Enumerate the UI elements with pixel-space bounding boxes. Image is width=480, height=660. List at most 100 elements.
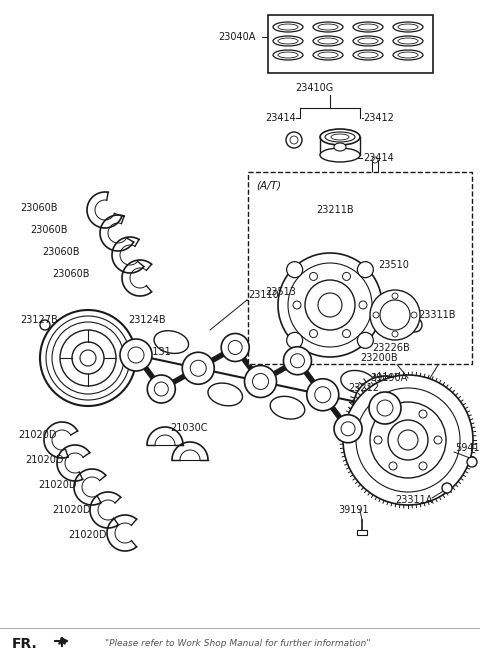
Circle shape — [363, 386, 407, 430]
Ellipse shape — [318, 38, 338, 44]
Text: 23060B: 23060B — [20, 203, 58, 213]
Circle shape — [315, 387, 331, 403]
Ellipse shape — [313, 36, 343, 46]
Circle shape — [316, 181, 344, 209]
Text: 21020D: 21020D — [52, 505, 91, 515]
Ellipse shape — [318, 24, 338, 30]
Ellipse shape — [313, 50, 343, 60]
Circle shape — [389, 462, 397, 470]
Circle shape — [120, 339, 152, 371]
Circle shape — [389, 418, 396, 424]
Circle shape — [52, 322, 124, 394]
Text: "Please refer to Work Shop Manual for further information": "Please refer to Work Shop Manual for fu… — [105, 640, 371, 649]
Circle shape — [392, 293, 398, 299]
Text: 23211B: 23211B — [316, 205, 354, 215]
Circle shape — [434, 436, 442, 444]
Circle shape — [72, 342, 104, 374]
Circle shape — [318, 293, 342, 317]
Circle shape — [359, 301, 367, 309]
Text: (A/T): (A/T) — [256, 181, 281, 191]
Circle shape — [154, 382, 168, 396]
Circle shape — [343, 273, 350, 280]
Circle shape — [334, 414, 362, 443]
Ellipse shape — [353, 50, 383, 60]
Ellipse shape — [398, 38, 418, 44]
Circle shape — [353, 376, 417, 440]
Text: 23412: 23412 — [363, 113, 394, 123]
Circle shape — [221, 333, 249, 362]
Circle shape — [442, 483, 452, 493]
Ellipse shape — [278, 24, 298, 30]
Text: 23513: 23513 — [265, 287, 296, 297]
Text: 23414: 23414 — [265, 113, 296, 123]
Circle shape — [343, 329, 350, 337]
Circle shape — [388, 420, 428, 460]
Circle shape — [357, 261, 373, 278]
Text: 23200B: 23200B — [360, 353, 397, 363]
Circle shape — [310, 329, 317, 337]
Circle shape — [288, 263, 372, 347]
Circle shape — [372, 177, 378, 183]
Circle shape — [356, 388, 460, 492]
Text: 21020D: 21020D — [18, 430, 57, 440]
Ellipse shape — [393, 22, 423, 32]
Circle shape — [374, 418, 381, 424]
Circle shape — [322, 187, 338, 203]
Text: 23212: 23212 — [348, 383, 379, 393]
Ellipse shape — [358, 38, 378, 44]
Circle shape — [40, 320, 50, 330]
Bar — [248, 172, 472, 364]
Text: 23124B: 23124B — [128, 315, 166, 325]
Circle shape — [408, 318, 422, 332]
Bar — [295, 280, 305, 285]
Circle shape — [182, 352, 214, 384]
Text: 23131: 23131 — [140, 347, 171, 357]
Ellipse shape — [320, 148, 360, 162]
Ellipse shape — [208, 383, 242, 406]
Circle shape — [369, 392, 401, 424]
Circle shape — [307, 379, 339, 411]
Text: 23127B: 23127B — [20, 315, 58, 325]
Circle shape — [228, 341, 242, 354]
Circle shape — [252, 374, 268, 389]
Ellipse shape — [393, 50, 423, 60]
Bar — [268, 15, 433, 73]
Circle shape — [398, 430, 418, 450]
Ellipse shape — [318, 52, 338, 58]
Circle shape — [392, 331, 398, 337]
Ellipse shape — [325, 132, 355, 142]
Circle shape — [305, 280, 355, 330]
Circle shape — [128, 347, 144, 363]
Ellipse shape — [273, 36, 303, 46]
Circle shape — [374, 392, 381, 398]
Circle shape — [380, 300, 410, 330]
Circle shape — [419, 462, 427, 470]
Circle shape — [287, 333, 303, 348]
Text: 21020D: 21020D — [68, 530, 107, 540]
Circle shape — [290, 354, 304, 368]
Circle shape — [372, 157, 378, 163]
Circle shape — [343, 375, 473, 505]
Text: 23060B: 23060B — [42, 247, 80, 257]
Circle shape — [377, 400, 393, 416]
Text: 23226B: 23226B — [372, 343, 410, 353]
Circle shape — [46, 316, 130, 400]
Ellipse shape — [273, 22, 303, 32]
Circle shape — [60, 330, 116, 386]
Text: 23110: 23110 — [248, 290, 279, 300]
Circle shape — [283, 253, 327, 297]
Ellipse shape — [313, 22, 343, 32]
Text: 59418: 59418 — [455, 443, 480, 453]
Circle shape — [411, 312, 417, 318]
Ellipse shape — [278, 52, 298, 58]
Circle shape — [291, 261, 319, 289]
Ellipse shape — [270, 396, 305, 419]
Ellipse shape — [353, 22, 383, 32]
Ellipse shape — [393, 36, 423, 46]
Text: 23311A: 23311A — [395, 495, 432, 505]
Circle shape — [389, 392, 396, 398]
Text: 23040A: 23040A — [218, 32, 255, 42]
Ellipse shape — [331, 134, 349, 140]
Circle shape — [419, 410, 427, 418]
Text: 21030C: 21030C — [170, 423, 207, 433]
